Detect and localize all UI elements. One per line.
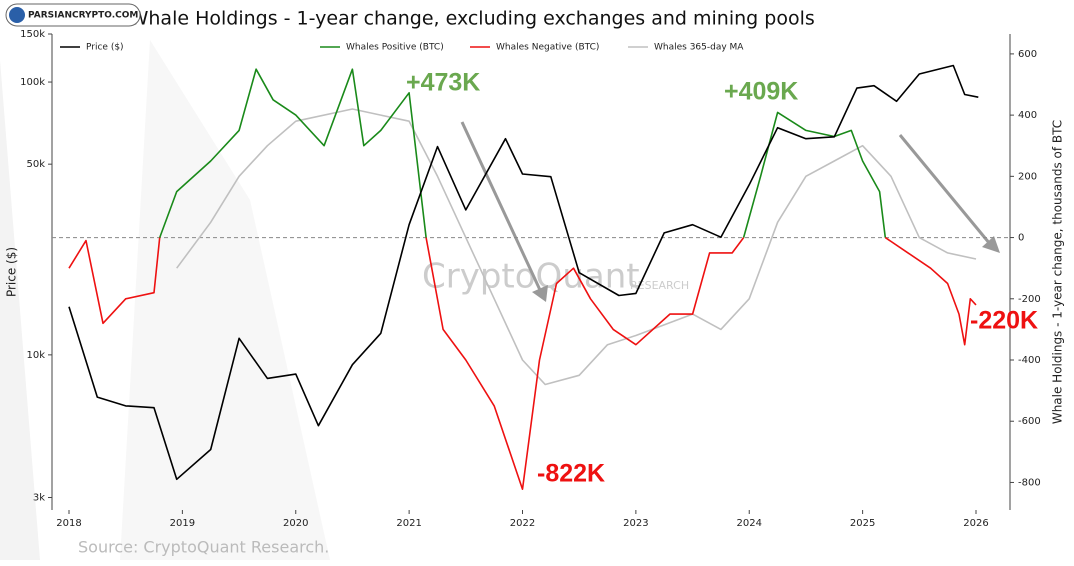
background-shape [120,40,330,560]
y2-tick-label: 0 [1018,233,1024,244]
y-tick-label: 100k [20,77,45,88]
y-tick-label: 10k [26,350,45,361]
x-tick-label: 2019 [170,518,195,529]
legend-label: Whales Negative (BTC) [496,43,599,53]
arrow-head [532,285,548,302]
y2-tick-label: 400 [1018,110,1037,121]
x-tick-label: 2022 [510,518,535,529]
legend-label: Whales Positive (BTC) [346,43,444,53]
y-tick-label: 50k [26,159,45,170]
x-tick-label: 2018 [56,518,81,529]
logo-icon [9,7,25,23]
arrow-head [982,236,1000,253]
watermark: CryptoQuant [422,257,640,297]
x-tick-label: 2023 [623,518,648,529]
legend-label: Price ($) [86,43,124,53]
series-line [68,64,979,481]
chart-title: Bitcoin: Whale Holdings - 1-year change,… [52,8,815,30]
y2-axis-label: Whale Holdings - 1-year change, thousand… [1051,120,1065,424]
annotation: -220K [970,307,1038,335]
y2-tick-label: -600 [1018,416,1041,427]
x-tick-label: 2021 [396,518,421,529]
background-shape [0,60,40,560]
x-tick-label: 2025 [850,518,875,529]
annotation: +473K [406,69,480,97]
logo [5,3,141,27]
x-tick-label: 2026 [963,518,988,529]
annotation: -822K [537,460,605,488]
y2-tick-label: 600 [1018,49,1037,60]
watermark-sub: RESEARCH [630,279,689,292]
legend-label: Whales 365-day MA [654,43,744,53]
y-tick-label: 150k [20,29,45,40]
trend-arrows [460,121,1000,302]
y2-tick-label: -800 [1018,477,1041,488]
series-line [68,236,977,490]
logo-text: PARSIANCRYPTO.COM [28,11,138,21]
annotation: +409K [724,78,798,106]
y2-tick-label: 200 [1018,171,1037,182]
x-tick-label: 2024 [737,518,762,529]
source: Source: CryptoQuant Research. [78,538,329,557]
series-line [176,108,977,386]
arrow [460,121,542,291]
arrow [898,134,992,245]
x-tick-label: 2020 [283,518,308,529]
y2-tick-label: -200 [1018,294,1041,305]
y2-tick-label: -400 [1018,355,1041,366]
y-axis-label: Price ($) [5,247,19,297]
y-tick-label: 3k [33,493,45,504]
